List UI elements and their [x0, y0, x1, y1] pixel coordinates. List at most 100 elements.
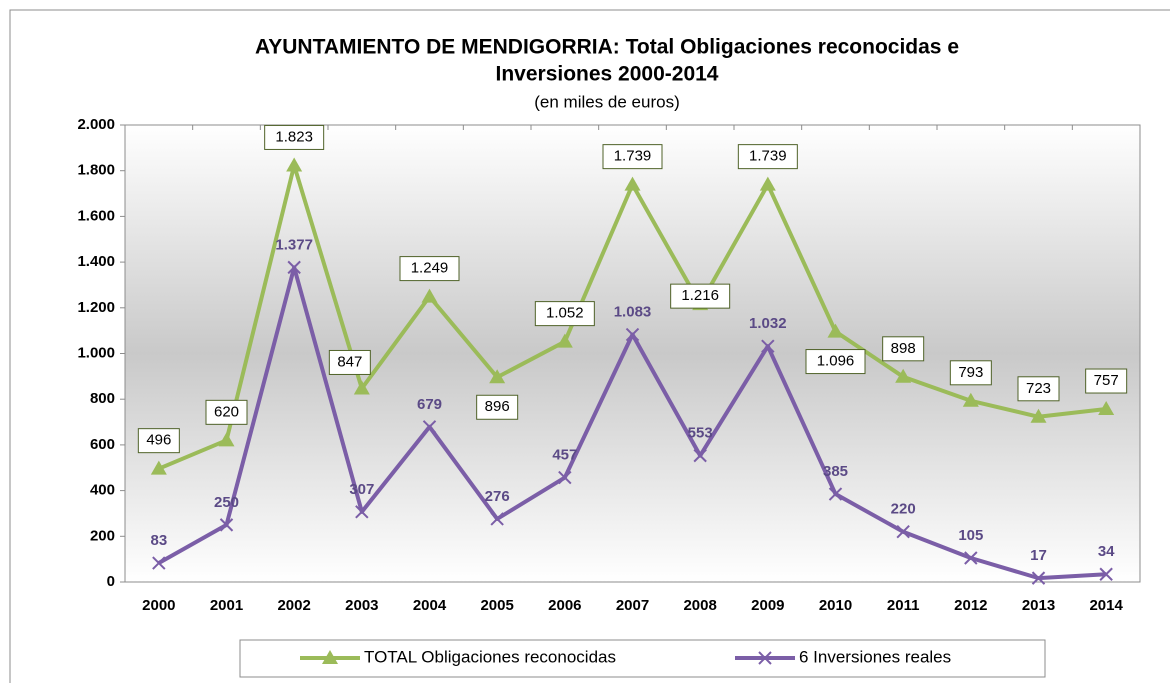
data-label-box	[737, 144, 798, 170]
x-tick-label: 2008	[683, 597, 716, 614]
point-marker	[895, 368, 912, 383]
y-tick-label: 1.800	[77, 162, 115, 179]
y-tick-label: 2.000	[77, 116, 115, 133]
point-marker	[287, 260, 301, 275]
data-label-box	[882, 336, 925, 362]
point-marker	[1098, 401, 1115, 416]
data-label: 1.823	[275, 128, 313, 145]
data-label: 1.739	[749, 148, 787, 165]
x-tick-label: 2007	[616, 597, 649, 614]
x-tick-label: 2012	[954, 597, 987, 614]
x-tick-label: 2014	[1089, 597, 1123, 614]
data-label: 1.032	[749, 315, 787, 332]
x-tick-label: 2013	[1022, 597, 1055, 614]
y-tick-label: 1.400	[77, 253, 115, 270]
data-label: 385	[823, 463, 848, 480]
data-label: 620	[214, 403, 239, 420]
data-label: 83	[150, 532, 167, 549]
data-label: 17	[1030, 547, 1047, 564]
data-label: 34	[1098, 543, 1115, 560]
point-marker	[421, 288, 438, 303]
data-label-box	[534, 301, 595, 327]
point-marker	[556, 333, 573, 348]
plot-area	[124, 124, 1141, 583]
y-tick-label: 1.600	[77, 207, 115, 224]
point-marker	[152, 556, 166, 570]
data-label-box	[328, 349, 371, 375]
point-marker	[422, 420, 437, 434]
point-marker	[964, 551, 978, 565]
data-label: 679	[417, 396, 442, 413]
data-label: 847	[337, 353, 362, 370]
x-tick-label: 2005	[480, 597, 513, 614]
point-marker	[625, 327, 640, 342]
data-label: 1.096	[817, 353, 855, 370]
point-marker	[286, 157, 303, 172]
x-tick-label: 2001	[210, 597, 243, 614]
data-label-box	[602, 144, 663, 170]
point-marker	[1031, 571, 1046, 585]
data-label: 793	[958, 364, 983, 381]
y-tick-label: 800	[90, 390, 115, 407]
data-label: 105	[958, 527, 983, 544]
data-label-box	[1085, 368, 1128, 394]
x-tick-label: 2010	[819, 597, 852, 614]
x-tick-label: 2003	[345, 597, 378, 614]
point-marker	[1030, 408, 1047, 423]
point-marker	[759, 176, 776, 191]
point-marker	[693, 448, 707, 463]
data-label: 757	[1094, 372, 1119, 389]
x-tick-label: 2002	[277, 597, 310, 614]
data-label-box	[205, 399, 248, 425]
point-marker	[490, 512, 504, 526]
legend-label: TOTAL Obligaciones reconocidas	[364, 647, 616, 666]
chart-subtitle: (en miles de euros)	[534, 92, 680, 111]
y-tick-label: 600	[90, 436, 115, 453]
point-marker	[1099, 567, 1113, 581]
y-tick-label: 200	[90, 527, 115, 544]
data-label-box	[949, 360, 992, 386]
point-marker	[150, 460, 167, 475]
chart-title: Inversiones 2000-2014	[496, 63, 719, 86]
data-label-box	[476, 394, 519, 420]
data-label: 553	[688, 425, 713, 442]
x-tick-label: 2004	[413, 597, 447, 614]
data-label-box	[264, 124, 325, 150]
data-label: 1.216	[681, 287, 719, 304]
data-label-box	[1017, 376, 1060, 402]
data-label-box	[670, 283, 731, 309]
point-marker	[758, 651, 772, 665]
legend-label: 6 Inversiones reales	[799, 647, 951, 666]
data-label-box	[137, 428, 180, 454]
y-tick-label: 400	[90, 482, 115, 499]
data-label-box	[805, 349, 866, 375]
data-label: 1.739	[614, 148, 652, 165]
point-marker	[962, 392, 979, 407]
point-marker	[828, 487, 843, 501]
data-label-box	[399, 256, 460, 282]
data-label: 1.249	[411, 260, 449, 277]
data-label: 1.083	[614, 304, 652, 321]
data-label: 220	[891, 501, 916, 518]
point-marker	[219, 518, 234, 532]
y-tick-label: 1.000	[77, 344, 115, 361]
x-tick-label: 2000	[142, 597, 175, 614]
y-tick-label: 1.200	[77, 299, 115, 316]
point-marker	[218, 432, 235, 447]
x-tick-label: 2009	[751, 597, 784, 614]
point-marker	[322, 650, 338, 664]
data-label: 250	[214, 494, 239, 511]
point-marker	[489, 369, 506, 384]
legend	[239, 639, 1046, 678]
point-marker	[827, 323, 844, 338]
chart-title: AYUNTAMIENTO DE MENDIGORRIA: Total Oblig…	[255, 36, 959, 59]
x-tick-label: 2006	[548, 597, 581, 614]
point-marker	[896, 525, 910, 539]
data-label: 898	[891, 340, 916, 357]
data-label: 496	[146, 432, 171, 449]
x-tick-label: 2011	[887, 597, 920, 614]
point-marker	[624, 176, 641, 191]
point-marker	[353, 380, 370, 395]
data-label: 1.377	[275, 236, 313, 253]
